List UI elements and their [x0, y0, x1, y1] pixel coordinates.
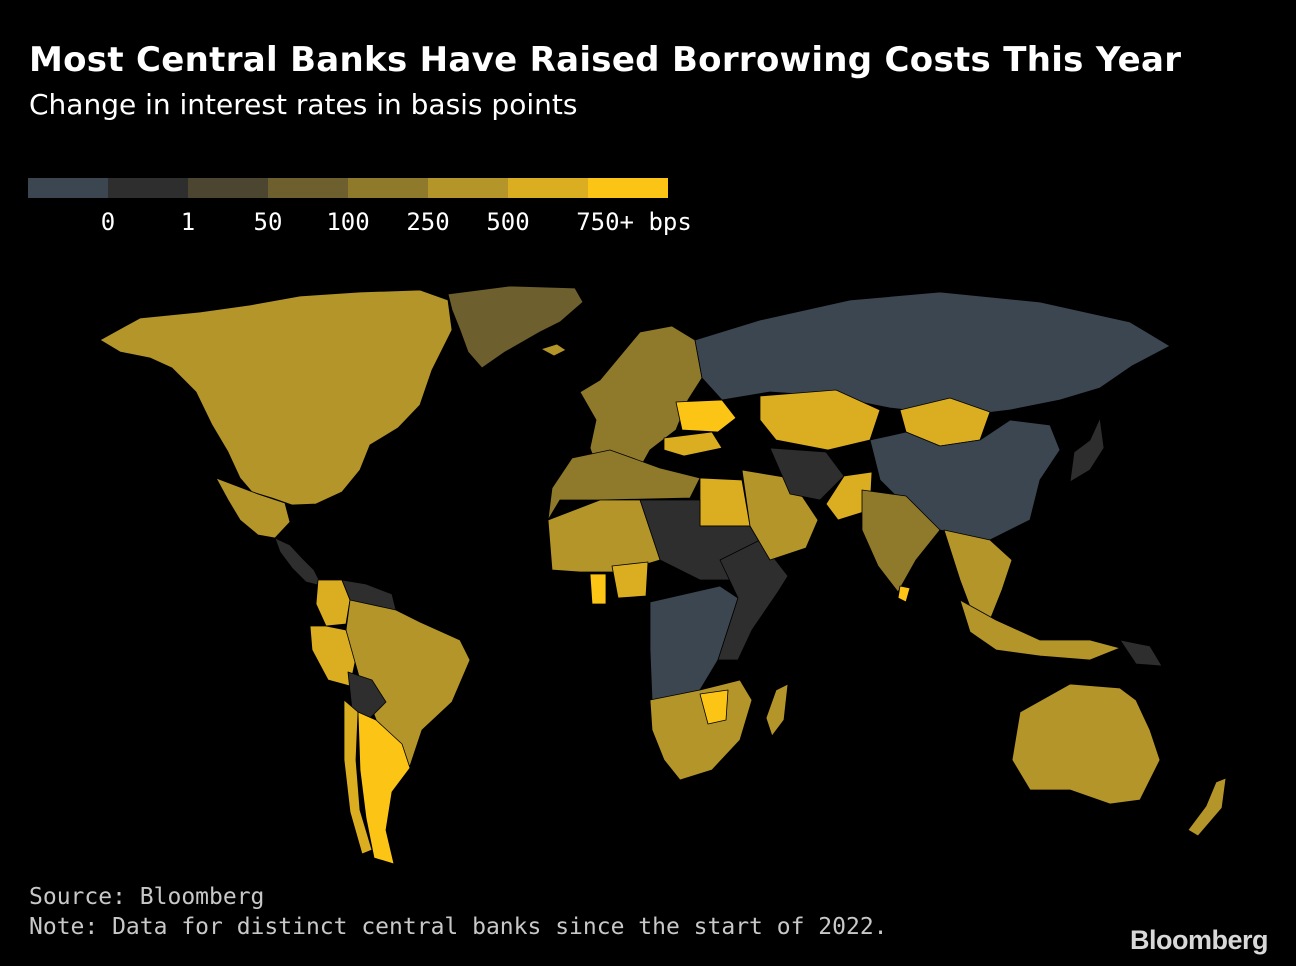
region-ghana — [589, 573, 607, 605]
region-ukraine — [675, 399, 737, 433]
legend-swatch — [188, 178, 268, 198]
legend-swatch — [508, 178, 588, 198]
region-iran — [769, 447, 845, 501]
region-iceland — [540, 343, 567, 357]
legend-label: 50 — [253, 208, 283, 236]
legend-label: 0 — [100, 208, 116, 236]
region-bolivia — [347, 671, 387, 719]
region-nigeria — [611, 561, 649, 599]
region-japan — [1069, 417, 1105, 483]
legend-labels: 0 1 50 100 250 500 750+ bps — [0, 208, 1296, 242]
region-sri-lanka — [897, 585, 911, 603]
legend-swatch — [268, 178, 348, 198]
region-madagascar — [765, 683, 789, 737]
region-drc — [649, 585, 739, 701]
chart-title: Most Central Banks Have Raised Borrowing… — [29, 40, 1182, 80]
region-zimbabwe — [699, 689, 729, 725]
legend-swatch — [108, 178, 188, 198]
legend-label: 1 — [180, 208, 196, 236]
region-pakistan — [825, 471, 873, 521]
region-north-africa — [547, 449, 701, 521]
legend-swatch — [348, 178, 428, 198]
region-new-zealand — [1187, 777, 1227, 837]
region-peru — [309, 625, 357, 687]
legend-swatch — [28, 178, 108, 198]
bloomberg-logo: Bloomberg — [1129, 925, 1269, 955]
region-egypt — [699, 477, 751, 527]
region-kazakhstan — [759, 389, 881, 451]
legend-label: 500 — [486, 208, 530, 236]
region-russia — [694, 291, 1171, 417]
region-greenland — [447, 285, 584, 369]
legend-label: 750+ bps — [576, 208, 692, 236]
region-central-america — [274, 537, 323, 587]
region-turkey — [663, 431, 723, 457]
region-sahel — [547, 499, 661, 573]
region-india — [861, 489, 941, 593]
region-north-america — [99, 289, 453, 506]
region-australia — [1011, 683, 1161, 805]
legend-swatch — [428, 178, 508, 198]
source-note: Source: Bloomberg — [29, 884, 265, 910]
legend-label: 250 — [406, 208, 450, 236]
world-map — [99, 285, 1227, 865]
chart-subtitle: Change in interest rates in basis points — [29, 88, 578, 121]
color-legend — [28, 178, 668, 198]
data-note: Note: Data for distinct central banks si… — [29, 914, 888, 940]
region-papua — [1119, 639, 1163, 667]
region-argentina — [357, 711, 411, 865]
legend-swatch — [588, 178, 668, 198]
legend-label: 100 — [326, 208, 370, 236]
region-southeast-asia — [943, 529, 1013, 621]
region-indonesia — [959, 599, 1121, 661]
